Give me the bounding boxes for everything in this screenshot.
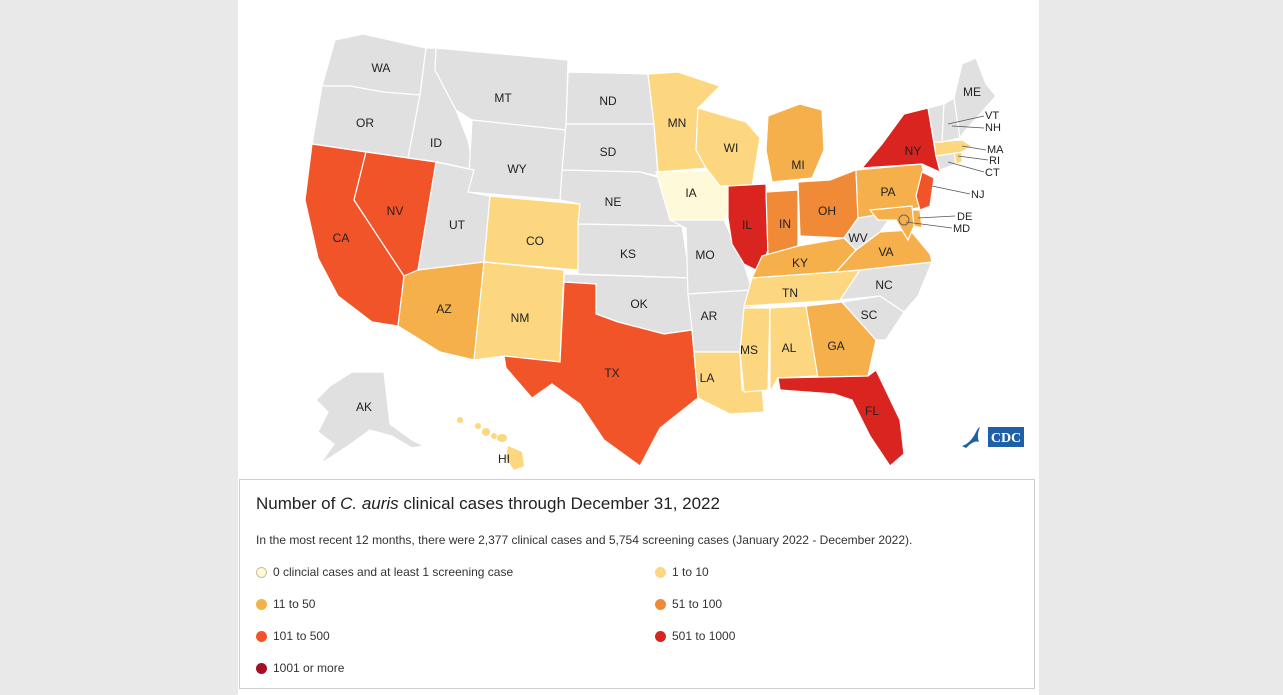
state-CO[interactable] bbox=[483, 195, 581, 271]
legend-title: Number of C. auris clinical cases throug… bbox=[256, 494, 720, 514]
us-map: WA OR CA NV ID MT WY UT AZ CO NM ND SD N… bbox=[304, 33, 1004, 470]
label-SC: SC bbox=[861, 308, 878, 322]
label-KS: KS bbox=[620, 247, 636, 261]
label-WY: WY bbox=[507, 162, 526, 176]
label-UT: UT bbox=[449, 218, 466, 232]
legend-item-51-100: 51 to 100 bbox=[655, 597, 722, 611]
label-AL: AL bbox=[782, 341, 797, 355]
label-MO: MO bbox=[695, 248, 714, 262]
label-MT: MT bbox=[494, 91, 512, 105]
label-PA: PA bbox=[880, 185, 895, 199]
legend-item-label: 1001 or more bbox=[273, 661, 345, 675]
label-NJ: NJ bbox=[971, 189, 984, 201]
state-WY[interactable] bbox=[467, 119, 567, 201]
label-ID: ID bbox=[430, 136, 442, 150]
state-FL[interactable] bbox=[777, 369, 905, 467]
label-LA: LA bbox=[700, 371, 715, 385]
legend-item-label: 11 to 50 bbox=[273, 597, 316, 611]
label-AZ: AZ bbox=[436, 302, 451, 316]
legend-title-suffix: clinical cases through December 31, 2022 bbox=[398, 494, 720, 513]
label-MA: MA bbox=[987, 144, 1004, 156]
hhs-eagle-icon bbox=[962, 427, 980, 448]
label-MS: MS bbox=[740, 343, 758, 357]
state-MS[interactable] bbox=[739, 307, 771, 393]
label-NV: NV bbox=[387, 204, 404, 218]
legend-item-1-10: 1 to 10 bbox=[655, 565, 709, 579]
legend-item-label: 0 clincial cases and at least 1 screenin… bbox=[273, 565, 514, 579]
label-ME: ME bbox=[963, 85, 981, 99]
state-MI[interactable] bbox=[765, 103, 825, 183]
state-HI[interactable] bbox=[457, 417, 524, 470]
legend-item-11-50: 11 to 50 bbox=[256, 597, 315, 611]
legend-swatch bbox=[256, 630, 267, 642]
state-RI[interactable] bbox=[953, 151, 963, 165]
label-WA: WA bbox=[372, 61, 391, 75]
label-VT: VT bbox=[985, 110, 999, 122]
legend-item-label: 1 to 10 bbox=[672, 565, 709, 579]
label-OH: OH bbox=[818, 204, 836, 218]
legend-swatch bbox=[256, 598, 267, 610]
state-NJ[interactable] bbox=[915, 171, 935, 211]
label-IL: IL bbox=[742, 218, 752, 232]
legend-item-1001-plus: 1001 or more bbox=[256, 661, 344, 675]
label-KY: KY bbox=[792, 256, 808, 270]
cdc-logo: CDC bbox=[958, 422, 1028, 452]
label-CA: CA bbox=[333, 231, 350, 245]
legend-swatch bbox=[655, 566, 666, 578]
label-CT: CT bbox=[985, 167, 1000, 179]
state-ME[interactable] bbox=[953, 57, 997, 140]
label-VA: VA bbox=[878, 245, 893, 259]
label-NH: NH bbox=[985, 122, 1001, 134]
state-MA[interactable] bbox=[933, 139, 974, 157]
legend-swatch bbox=[655, 630, 666, 642]
label-FL: FL bbox=[865, 404, 879, 418]
label-ND: ND bbox=[599, 94, 617, 108]
legend-item-101-500: 101 to 500 bbox=[256, 629, 330, 643]
label-AK: AK bbox=[356, 400, 372, 414]
label-TN: TN bbox=[782, 286, 798, 300]
legend-item-label: 51 to 100 bbox=[672, 597, 723, 611]
label-NE: NE bbox=[605, 195, 622, 209]
label-HI: HI bbox=[498, 452, 510, 466]
legend-item-screening-only: 0 clincial cases and at least 1 screenin… bbox=[256, 565, 513, 579]
label-DE: DE bbox=[957, 211, 972, 223]
label-WV: WV bbox=[848, 231, 867, 245]
dc-marker bbox=[898, 214, 910, 226]
label-SD: SD bbox=[600, 145, 617, 159]
legend-description: In the most recent 12 months, there were… bbox=[256, 533, 913, 547]
label-OR: OR bbox=[356, 116, 374, 130]
cdc-logo-box bbox=[988, 427, 1024, 447]
leader-lines bbox=[905, 115, 989, 229]
legend-item-501-1000: 501 to 1000 bbox=[655, 629, 735, 643]
label-MN: MN bbox=[668, 116, 687, 130]
label-MD: MD bbox=[953, 223, 970, 235]
label-CO: CO bbox=[526, 234, 544, 248]
label-NY: NY bbox=[905, 144, 922, 158]
label-GA: GA bbox=[827, 339, 844, 353]
cdc-logo-text: CDC bbox=[991, 431, 1021, 446]
legend-title-prefix: Number of bbox=[256, 494, 341, 513]
legend-item-label: 101 to 500 bbox=[273, 629, 330, 643]
label-NC: NC bbox=[875, 278, 893, 292]
state-TX[interactable] bbox=[503, 281, 699, 467]
state-NY[interactable] bbox=[860, 107, 941, 174]
label-AR: AR bbox=[701, 309, 718, 323]
legend-item-label: 501 to 1000 bbox=[672, 629, 736, 643]
legend-swatch bbox=[655, 598, 666, 610]
label-OK: OK bbox=[630, 297, 647, 311]
state-AK[interactable] bbox=[315, 371, 426, 465]
legend-swatch bbox=[256, 566, 267, 578]
legend-swatch bbox=[256, 662, 267, 674]
label-WI: WI bbox=[724, 141, 739, 155]
state-labels: WA OR CA NV ID MT WY UT AZ CO NM ND SD N… bbox=[333, 61, 1004, 466]
label-IA: IA bbox=[685, 186, 696, 200]
legend-panel: Number of C. auris clinical cases throug… bbox=[239, 479, 1035, 689]
legend-title-italic: C. auris bbox=[340, 494, 399, 513]
state-MD[interactable] bbox=[868, 205, 915, 242]
label-TX: TX bbox=[604, 366, 619, 380]
label-IN: IN bbox=[779, 217, 791, 231]
label-NM: NM bbox=[511, 311, 530, 325]
label-RI: RI bbox=[989, 155, 1000, 167]
label-MI: MI bbox=[791, 158, 804, 172]
